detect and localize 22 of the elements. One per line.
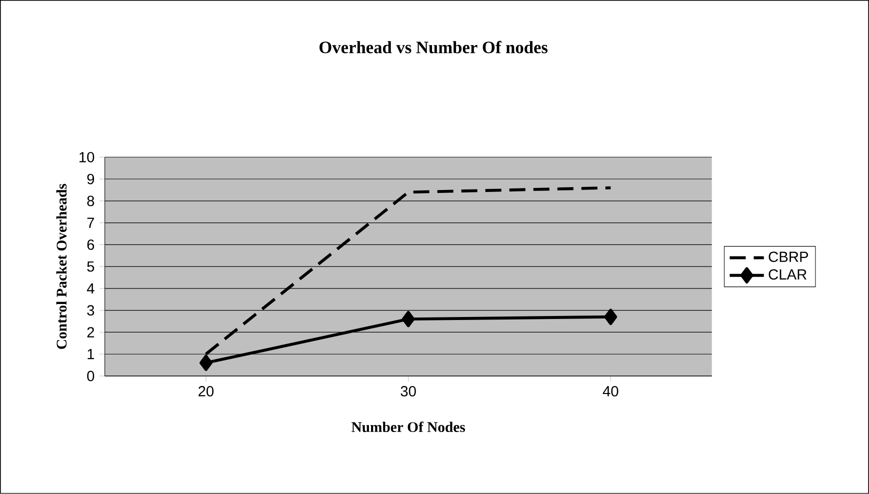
x-tick-label: 40 (602, 386, 618, 397)
x-axis-title: Number Of Nodes (352, 422, 466, 432)
y-tick-label: 2 (87, 327, 94, 338)
y-tick-label: 1 (88, 349, 94, 360)
y-tick-label: 8 (87, 196, 94, 206)
y-tick-label: 6 (87, 240, 94, 250)
y-tick-label: 7 (87, 218, 94, 228)
y-tick-label: 4 (86, 284, 94, 294)
y-tick-label: 10 (80, 152, 94, 162)
y-axis-title: Control Packet Overheads (56, 184, 67, 349)
y-tick-label: 3 (87, 305, 94, 316)
point (604, 308, 618, 326)
y-tick-label: 5 (87, 262, 94, 272)
legend-label: CBRP (768, 252, 808, 262)
point (402, 311, 415, 328)
chart-title: Overhead vs Number Of nodes (320, 40, 548, 54)
point (200, 354, 212, 372)
y-tick-label: 0 (87, 370, 94, 382)
x-tick-label: 30 (400, 386, 416, 397)
y-tick-label: 9 (87, 174, 94, 184)
legend-label: CLAR (768, 269, 806, 280)
x-tick-label: 20 (198, 386, 214, 397)
